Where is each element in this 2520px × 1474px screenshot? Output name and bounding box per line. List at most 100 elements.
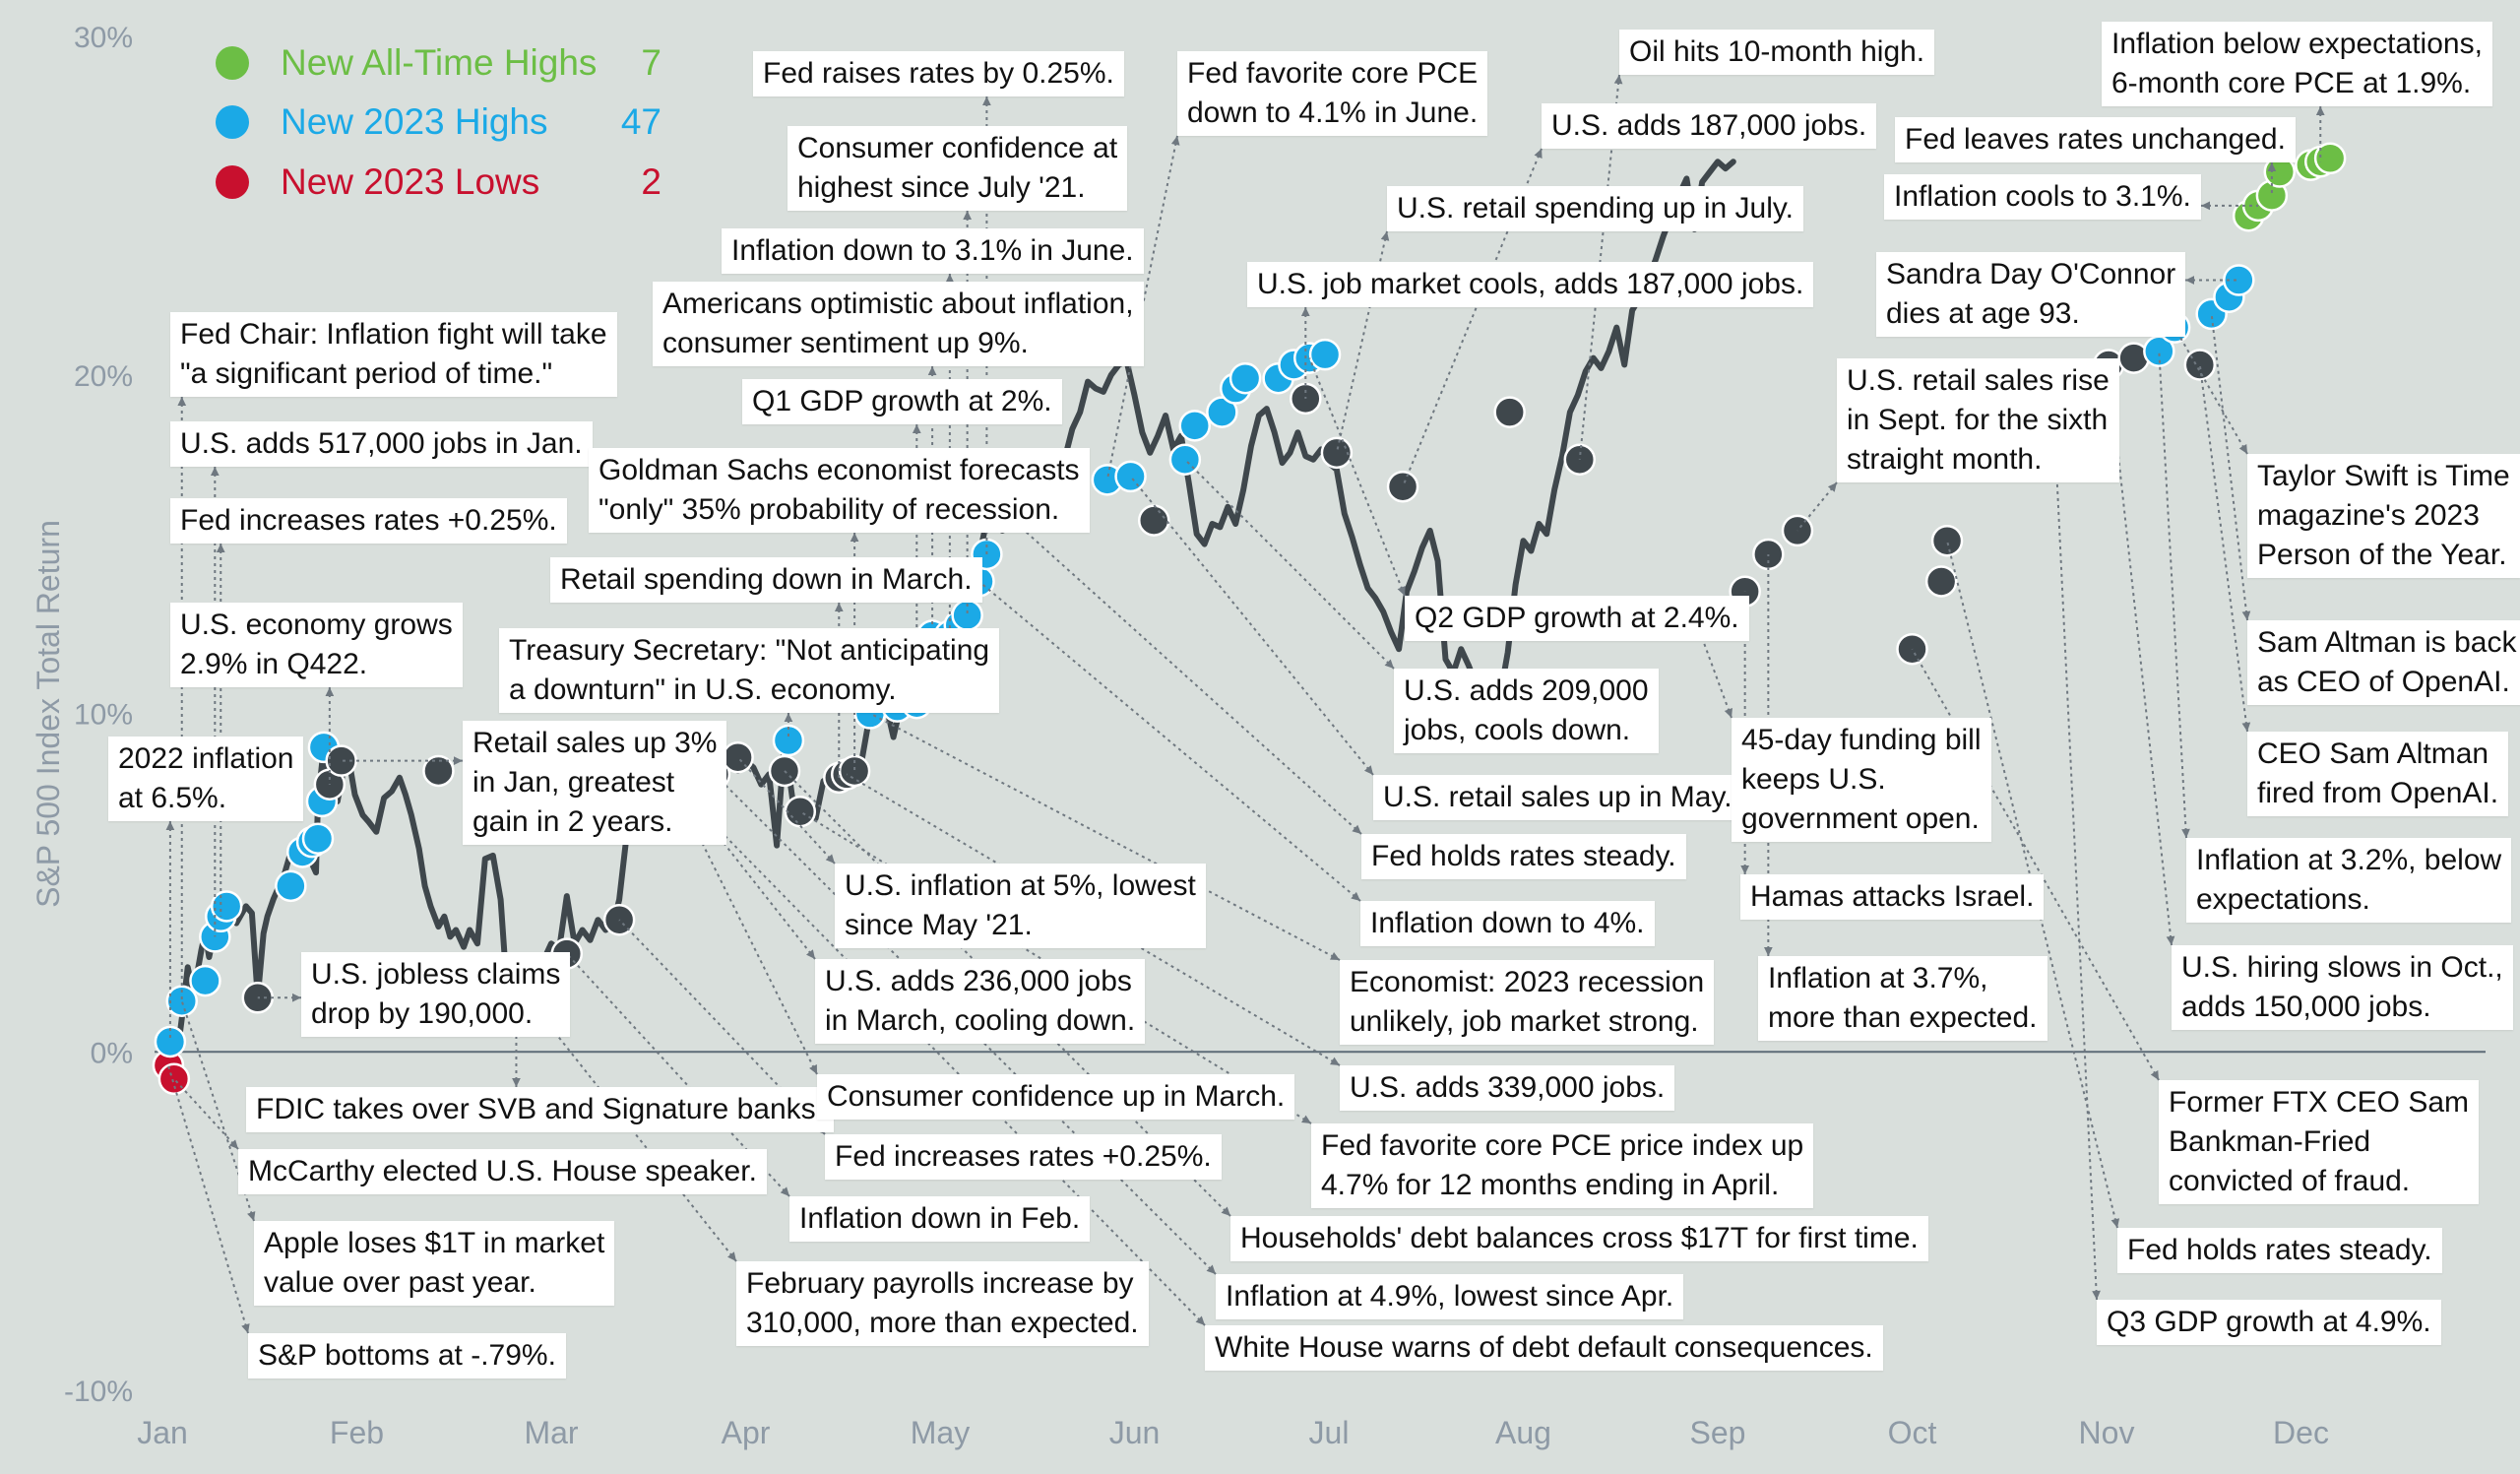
annotation-text: in March, cooling down. [825, 1004, 1136, 1037]
annotation-text: drop by 190,000. [311, 997, 534, 1030]
annotation-box: U.S. adds 187,000 jobs. [1542, 103, 1877, 149]
annotation-box: U.S. adds 339,000 jobs. [1340, 1065, 1675, 1111]
annotation-box: CEO Sam Altman fired from OpenAI. [2247, 732, 2509, 816]
annotation-text: consumer sentiment up 9%. [662, 327, 1029, 359]
annotation-box: February payrolls increase by 310,000, mo… [736, 1261, 1149, 1346]
annotation-text: Households' debt balances cross $17T for… [1240, 1222, 1919, 1254]
annotation-text: U.S. adds 517,000 jobs in Jan. [180, 427, 583, 460]
y-tick-label: 10% [74, 699, 133, 732]
annotation-text: Q2 GDP growth at 2.4%. [1415, 602, 1739, 634]
annotation-text: Fed holds rates steady. [1371, 840, 1676, 872]
annotation-box: U.S. hiring slows in Oct., adds 150,000 j… [2172, 945, 2513, 1030]
annotation-box: Retail sales up 3% in Jan, greatest gain i… [463, 721, 727, 845]
annotation-box: Inflation at 3.2%, below expectations. [2186, 838, 2512, 923]
annotation-text: Inflation down to 3.1% in June. [731, 234, 1134, 267]
annotation-box: U.S. inflation at 5%, lowest since May '2… [835, 864, 1206, 948]
annotation-box: Q2 GDP growth at 2.4%. [1405, 596, 1749, 641]
annotation-text: 2.9% in Q422. [180, 648, 368, 680]
annotation-box: Inflation cools to 3.1%. [1884, 174, 2201, 220]
annotation-text: Oil hits 10-month high. [1629, 35, 1925, 68]
annotation-box: Goldman Sachs economist forecasts "only" … [589, 448, 1090, 533]
annotation-text: Fed holds rates steady. [2127, 1234, 2432, 1266]
annotation-text: "a significant period of time." [180, 357, 553, 390]
x-tick-label: Jan [137, 1415, 188, 1450]
annotation-text: government open. [1741, 802, 1980, 835]
annotation-text: magazine's 2023 [2257, 499, 2480, 532]
annotation-text: more than expected. [1768, 1001, 2038, 1034]
annotation-text: Inflation at 3.2%, below [2196, 844, 2502, 876]
annotation-box: Q3 GDP growth at 4.9%. [2097, 1300, 2441, 1345]
annotation-box: Economist: 2023 recession unlikely, job m… [1340, 960, 1715, 1045]
annotation-text: in Sept. for the sixth [1847, 404, 2109, 436]
annotation-text: Fed Chair: Inflation fight will take [180, 318, 607, 351]
annotation-box: Oil hits 10-month high. [1619, 30, 1935, 75]
all-time-high-marker [2313, 142, 2347, 174]
annotation-box: U.S. jobless claims drop by 190,000. [301, 952, 571, 1037]
annotation-box: Inflation down to 3.1% in June. [722, 228, 1144, 274]
annotation-box: Fed raises rates by 0.25%. [753, 51, 1124, 96]
annotation-box: Inflation at 3.7%, more than expected. [1758, 956, 2048, 1041]
x-tick-label: May [911, 1415, 970, 1450]
annotation-text: straight month. [1847, 443, 2043, 476]
y-tick-label: 20% [74, 360, 133, 393]
legend-count: 47 [621, 101, 662, 142]
annotation-text: highest since July '21. [797, 171, 1086, 204]
annotation-box: U.S. adds 517,000 jobs in Jan. [170, 421, 593, 467]
annotation-box: Inflation below expectations, 6-month cor… [2102, 22, 2492, 106]
annotation-text: Q3 GDP growth at 4.9%. [2107, 1306, 2431, 1338]
annotation-box: Inflation down to 4%. [1360, 901, 1655, 946]
legend-label: New 2023 Highs [281, 101, 547, 142]
annotation-box: Households' debt balances cross $17T for… [1230, 1216, 1928, 1261]
annotation-box: Former FTX CEO Sam Bankman-Fried convicted… [2159, 1080, 2480, 1204]
y-tick-label: 30% [74, 22, 133, 54]
legend-marker [216, 165, 249, 199]
annotation-text: Inflation at 3.7%, [1768, 962, 1988, 994]
y-tick-label: 0% [91, 1037, 133, 1069]
annotation-text: Inflation down to 4%. [1370, 907, 1645, 939]
year-high-marker [1178, 410, 1211, 442]
annotation-box: 2022 inflation at 6.5%. [108, 737, 304, 821]
annotation-text: CEO Sam Altman [2257, 737, 2489, 770]
annotation-box: White House warns of debt default conseq… [1205, 1325, 1883, 1371]
x-tick-label: Jun [1109, 1415, 1161, 1450]
annotation-box: U.S. adds 209,000 jobs, cools down. [1394, 669, 1659, 753]
annotation-text: U.S. jobless claims [311, 958, 561, 991]
annotation-box: Fed holds rates steady. [2117, 1228, 2442, 1273]
legend-count: 7 [641, 42, 662, 83]
annotation-text: Bankman-Fried [2169, 1125, 2371, 1158]
annotation-text: FDIC takes over SVB and Signature banks. [256, 1093, 824, 1125]
annotation-box: Americans optimistic about inflation, con… [653, 282, 1144, 366]
annotation-text: Fed favorite core PCE price index up [1321, 1129, 1804, 1162]
annotation-text: Q1 GDP growth at 2%. [752, 385, 1052, 417]
y-axis-label: S&P 500 Index Total Return [31, 520, 66, 908]
x-tick-label: Oct [1888, 1415, 1937, 1450]
annotation-text: fired from OpenAI. [2257, 777, 2499, 809]
annotation-box: Fed increases rates +0.25%. [825, 1134, 1222, 1180]
annotation-text: U.S. adds 187,000 jobs. [1551, 109, 1867, 142]
annotation-text: Retail sales up 3% [472, 727, 718, 759]
y-tick-label: -10% [64, 1376, 133, 1408]
year-high-marker [275, 869, 307, 903]
annotation-text: 4.7% for 12 months ending in April. [1321, 1169, 1780, 1201]
annotation-text: Fed increases rates +0.25%. [835, 1140, 1212, 1173]
annotation-text: U.S. retail sales rise [1847, 364, 2110, 397]
annotation-text: at 6.5%. [118, 782, 227, 814]
legend-count: 2 [641, 161, 662, 202]
annotation-text: as CEO of OpenAI. [2257, 666, 2510, 698]
annotation-text: U.S. retail spending up in July. [1397, 192, 1794, 224]
annotation-text: Sam Altman is back [2257, 626, 2517, 659]
annotation-box: Fed holds rates steady. [1361, 834, 1686, 879]
annotation-text: Goldman Sachs economist forecasts [598, 454, 1080, 486]
year-high-marker [1206, 396, 1238, 428]
annotation-box: U.S. retail sales up in May. [1373, 775, 1742, 820]
annotation-text: Consumer confidence up in March. [827, 1080, 1286, 1113]
event-marker [422, 754, 455, 788]
annotation-box: Consumer confidence up in March. [817, 1074, 1295, 1120]
annotation-text: unlikely, job market strong. [1350, 1005, 1699, 1038]
annotation-text: U.S. inflation at 5%, lowest [845, 869, 1196, 902]
annotation-box: Fed leaves rates unchanged. [1895, 117, 2296, 162]
annotation-box: Treasury Secretary: "Not anticipating a d… [499, 628, 1000, 713]
annotation-text: Taylor Swift is Time [2257, 460, 2510, 492]
